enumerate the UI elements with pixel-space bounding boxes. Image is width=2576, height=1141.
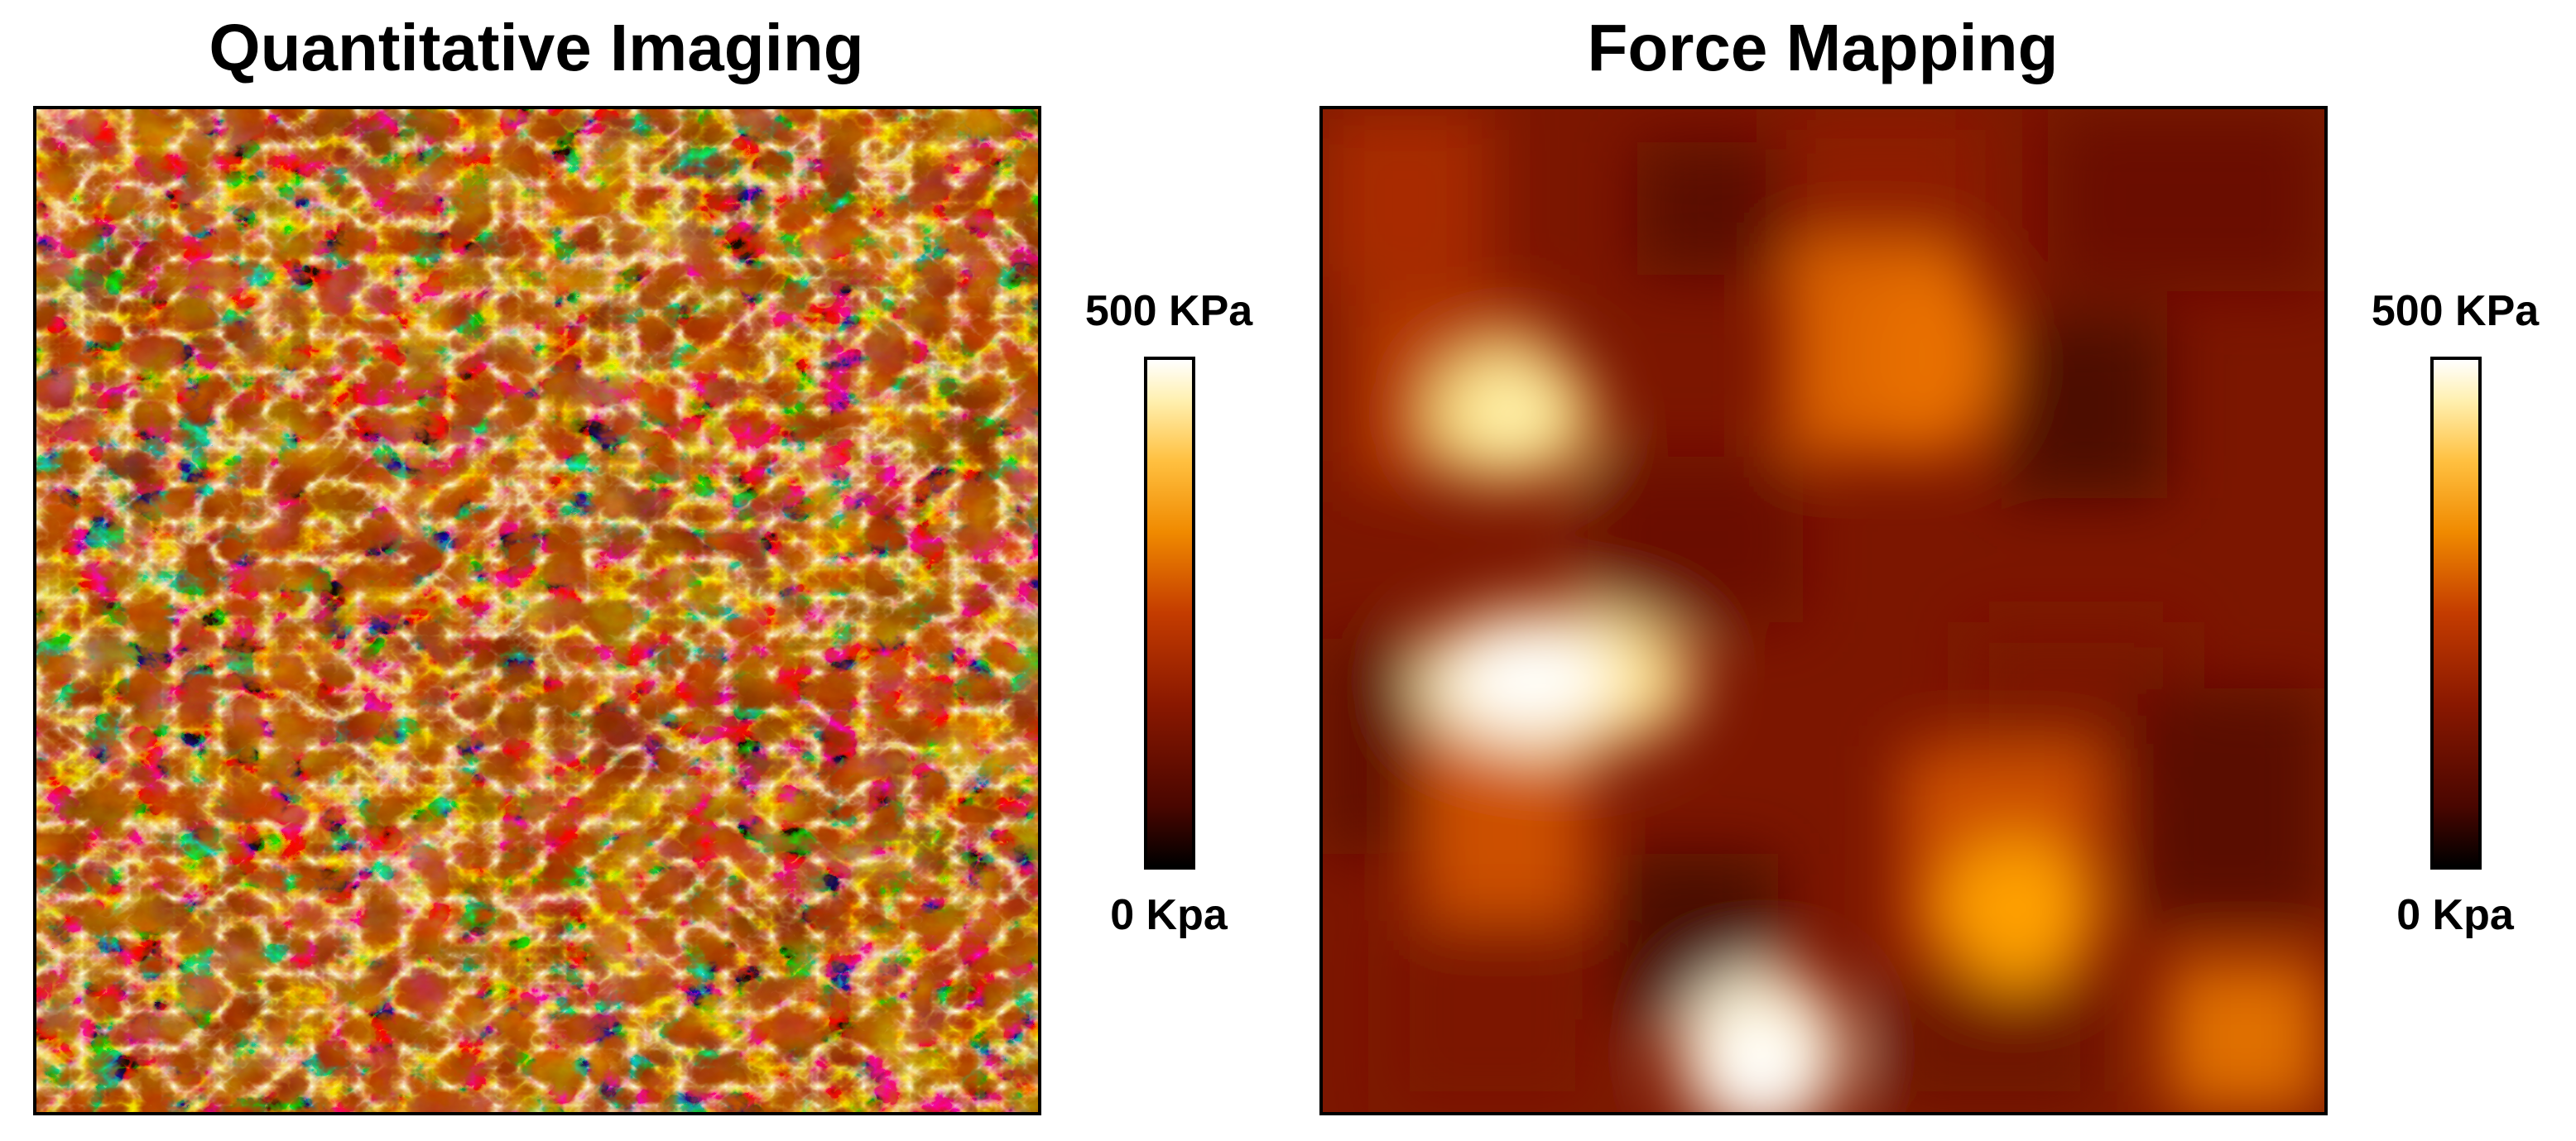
quantitative-imaging-map	[33, 106, 1041, 1115]
panel-title-quantitative-imaging: Quantitative Imaging	[209, 11, 864, 84]
force-mapping-map	[1319, 106, 2328, 1115]
colorbar-force-mapping	[2430, 357, 2482, 870]
colorbar-max-label: 500 KPa	[2371, 287, 2540, 335]
panel-title-force-mapping: Force Mapping	[1587, 11, 2059, 84]
colorbar-min-label: 0 Kpa	[2396, 891, 2514, 939]
colorbar-max-label: 500 KPa	[1084, 287, 1253, 335]
colorbar-min-label: 0 Kpa	[1110, 891, 1228, 939]
colorbar-quantitative-imaging	[1144, 357, 1195, 870]
